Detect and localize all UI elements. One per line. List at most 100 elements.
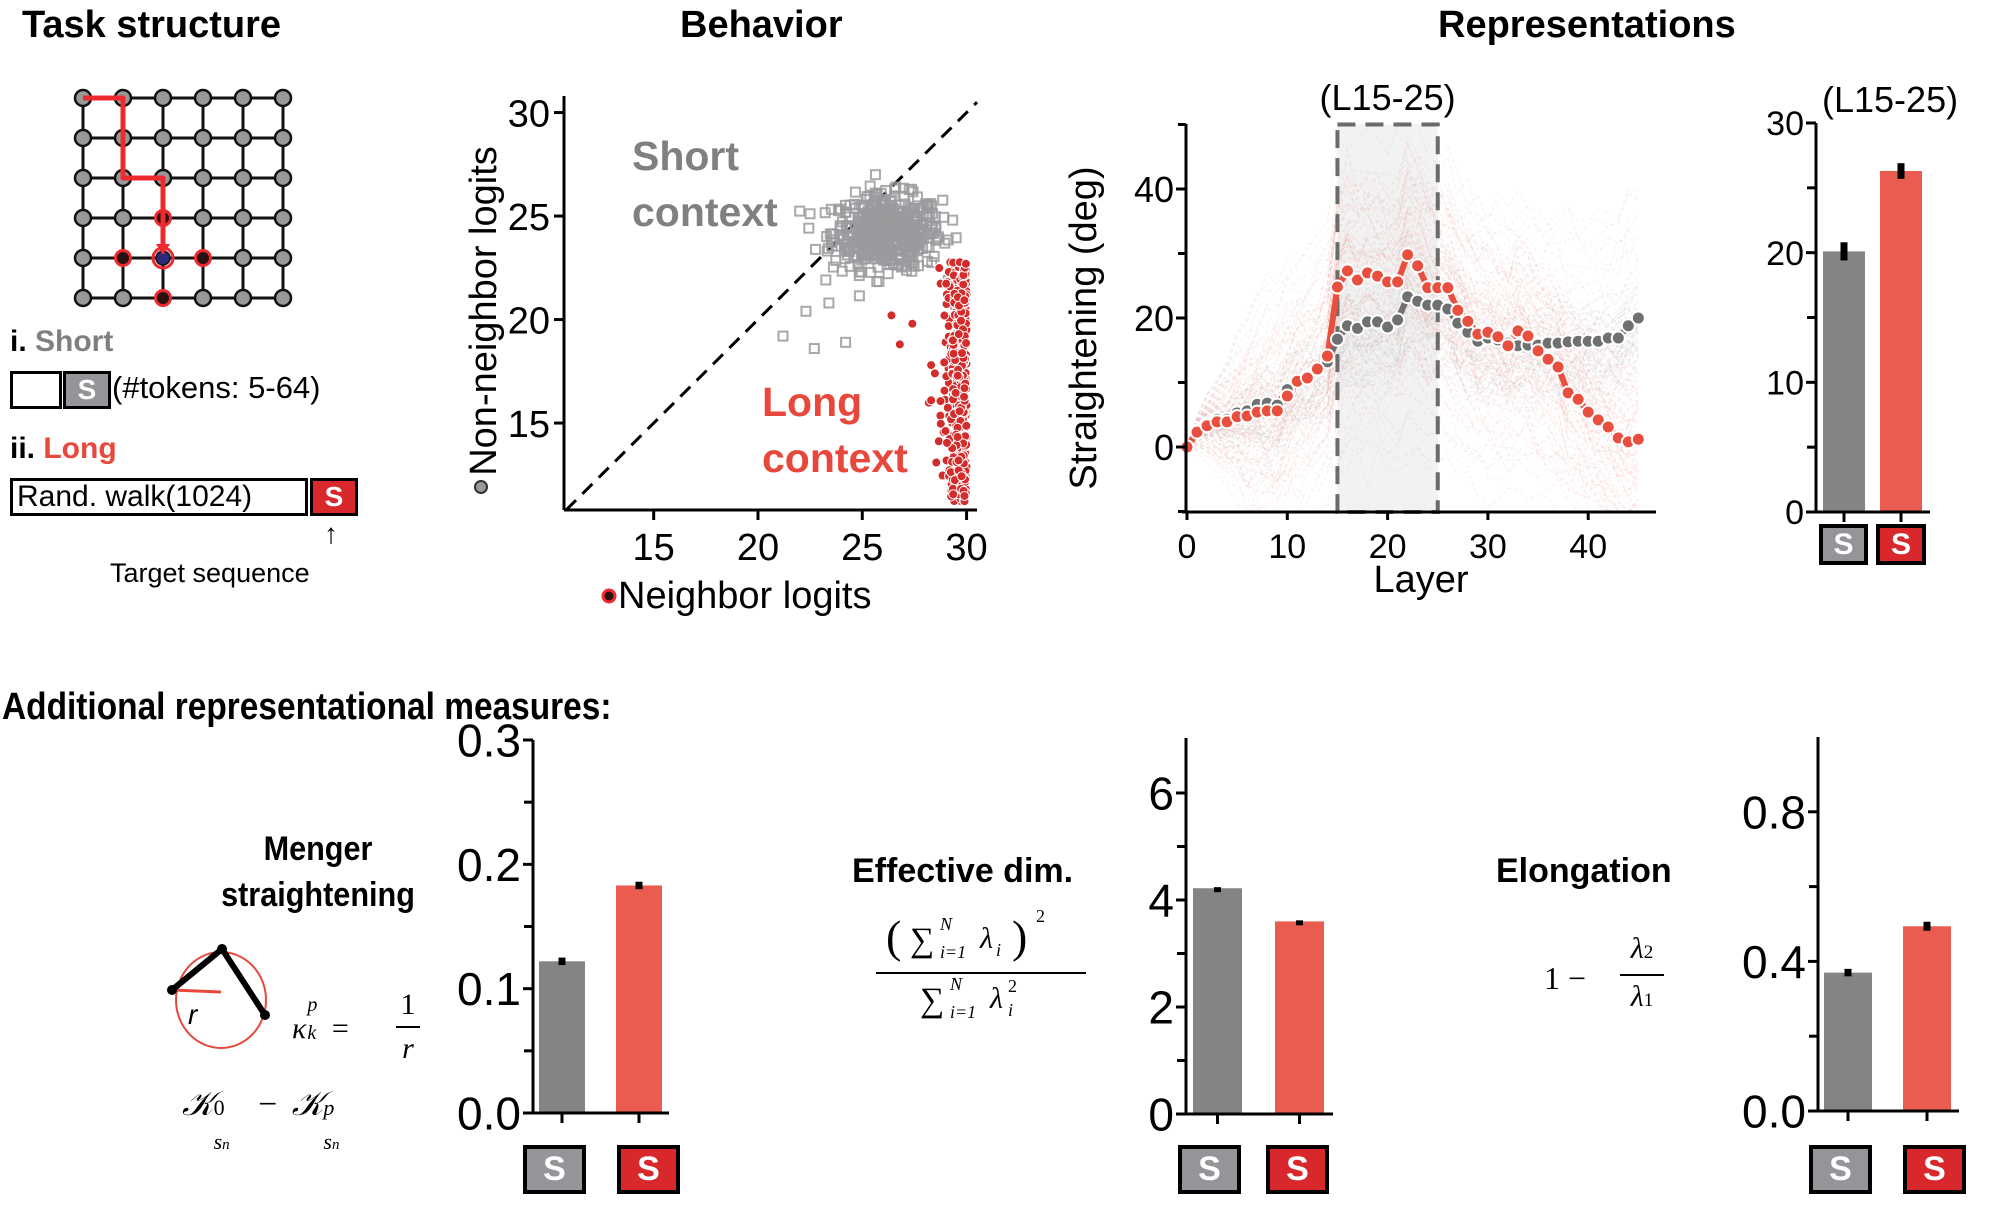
menger-circle-diagram: r bbox=[167, 944, 270, 1049]
long-bar bbox=[1275, 921, 1324, 1114]
short-context-point bbox=[930, 222, 942, 234]
individual-sequence-trace bbox=[1186, 339, 1639, 473]
long-context-mean-point bbox=[1550, 359, 1566, 375]
long-context-point bbox=[947, 335, 958, 346]
y-tick-label: 20 bbox=[1766, 235, 1804, 273]
short-error-bar bbox=[1840, 242, 1848, 261]
short-context-point bbox=[800, 305, 812, 317]
grid-node bbox=[233, 88, 253, 108]
individual-sequence-trace bbox=[1186, 405, 1639, 512]
individual-sequence-trace bbox=[1186, 284, 1639, 460]
long-context-mean-point bbox=[1309, 361, 1325, 377]
long-context-point bbox=[926, 395, 937, 406]
long-context-mean-point bbox=[1269, 403, 1285, 419]
individual-sequence-trace bbox=[1186, 444, 1639, 502]
elongation-bar-chart: 0.0 0.4 0.8 bbox=[1742, 737, 1959, 1138]
effdim-denominator: ∑ N i=1 λ 2 i bbox=[920, 974, 1017, 1022]
long-context-point bbox=[948, 348, 959, 359]
long-context-point bbox=[952, 370, 963, 381]
long-bar bbox=[1903, 926, 1951, 1111]
short-context-mean-point bbox=[1380, 319, 1396, 335]
short-context-point bbox=[794, 205, 806, 217]
short-context-point bbox=[885, 253, 897, 265]
short-context-point bbox=[852, 258, 864, 270]
grid-node bbox=[233, 128, 253, 148]
neighbor-node bbox=[154, 289, 172, 307]
long-context-point bbox=[934, 263, 945, 274]
menger-fraction: 1 r bbox=[396, 988, 420, 1066]
kappa-sub: k bbox=[307, 1022, 317, 1044]
individual-sequence-trace bbox=[1186, 364, 1639, 448]
menger-bar-chart: 0.0 0.1 0.2 0.3 bbox=[457, 715, 669, 1140]
individual-sequence-trace bbox=[1186, 248, 1639, 448]
long-context-mean-point bbox=[1279, 388, 1295, 404]
long-error-bar bbox=[1897, 163, 1905, 179]
section-title-additional-measures: Additional representational measures: bbox=[2, 686, 612, 728]
long-context-mean-point bbox=[1410, 258, 1426, 274]
grid-node bbox=[193, 288, 213, 308]
short-context-point bbox=[869, 187, 881, 199]
long-context-point bbox=[939, 310, 950, 321]
short-condition-label: i. Short bbox=[10, 325, 113, 359]
grid-node bbox=[193, 168, 213, 188]
y-tick-label: 0.8 bbox=[1742, 786, 1806, 838]
bar-chart-title: (L15-25) bbox=[1822, 79, 1958, 120]
short-context-point bbox=[906, 247, 918, 259]
y-tick-label: 0.4 bbox=[1742, 936, 1806, 988]
individual-sequence-trace bbox=[1186, 229, 1639, 448]
curve-point bbox=[167, 985, 177, 995]
long-context-mean-point bbox=[1400, 247, 1416, 263]
short-context-mean-point bbox=[1390, 312, 1406, 328]
neighbor-node bbox=[114, 249, 132, 267]
short-marker-legend-icon bbox=[474, 480, 488, 494]
individual-sequence-trace bbox=[1186, 285, 1639, 512]
short-context-point bbox=[804, 208, 816, 220]
grid-node bbox=[273, 288, 293, 308]
elong-num: λ2 bbox=[1630, 932, 1654, 965]
short-target-token-box: S bbox=[63, 371, 111, 409]
x-tick-label: 20 bbox=[1369, 528, 1407, 566]
diff-sub-b: sn bbox=[323, 1129, 340, 1154]
short-context-point bbox=[823, 297, 835, 309]
individual-sequence-trace bbox=[1186, 354, 1639, 460]
individual-sequence-trace bbox=[1186, 320, 1639, 455]
individual-sequence-trace bbox=[1186, 298, 1639, 448]
elongation-title: Elongation bbox=[1496, 852, 1672, 890]
individual-sequence-trace bbox=[1186, 349, 1639, 513]
l1525-short-category-box: S bbox=[1819, 524, 1868, 565]
individual-sequence-trace bbox=[1186, 335, 1639, 511]
short-context-point bbox=[869, 169, 881, 181]
short-context-point bbox=[877, 250, 889, 262]
y-tick-label: 4 bbox=[1148, 875, 1174, 927]
short-empty-token-box bbox=[10, 371, 62, 409]
y-tick-label: 6 bbox=[1148, 768, 1174, 820]
kappa-0-symbol: 𝒦 bbox=[182, 1086, 214, 1123]
short-error-bar bbox=[1214, 887, 1221, 893]
individual-sequence-trace bbox=[1186, 154, 1639, 448]
individual-sequence-trace bbox=[1186, 306, 1639, 448]
grid-node bbox=[193, 128, 213, 148]
long-context-mean-point bbox=[1600, 419, 1616, 435]
short-context-point bbox=[901, 215, 913, 227]
identity-diagonal-line bbox=[565, 101, 979, 512]
menger-title-line1: Menger bbox=[263, 830, 373, 868]
long-context-mean-point bbox=[1329, 279, 1345, 295]
long-context-point bbox=[939, 385, 950, 396]
short-context-point bbox=[932, 233, 944, 245]
menger-short-category-box: S bbox=[523, 1145, 586, 1194]
long-context-mean-point bbox=[1450, 302, 1466, 318]
individual-sequence-trace bbox=[1186, 330, 1639, 512]
short-context-point bbox=[901, 227, 913, 239]
individual-sequence-trace bbox=[1186, 407, 1639, 512]
long-context-point bbox=[894, 339, 905, 350]
x-tick-label: 15 bbox=[633, 527, 675, 569]
curve-point bbox=[217, 944, 227, 954]
individual-sequence-trace bbox=[1186, 268, 1639, 448]
short-context-point bbox=[810, 243, 822, 255]
long-context-point bbox=[959, 391, 970, 402]
long-context-point bbox=[961, 338, 972, 349]
individual-sequence-trace bbox=[1186, 304, 1639, 448]
long-context-mean-point bbox=[1390, 274, 1406, 290]
menger-frac-den: r bbox=[402, 1032, 414, 1065]
individual-sequence-trace bbox=[1186, 289, 1639, 448]
